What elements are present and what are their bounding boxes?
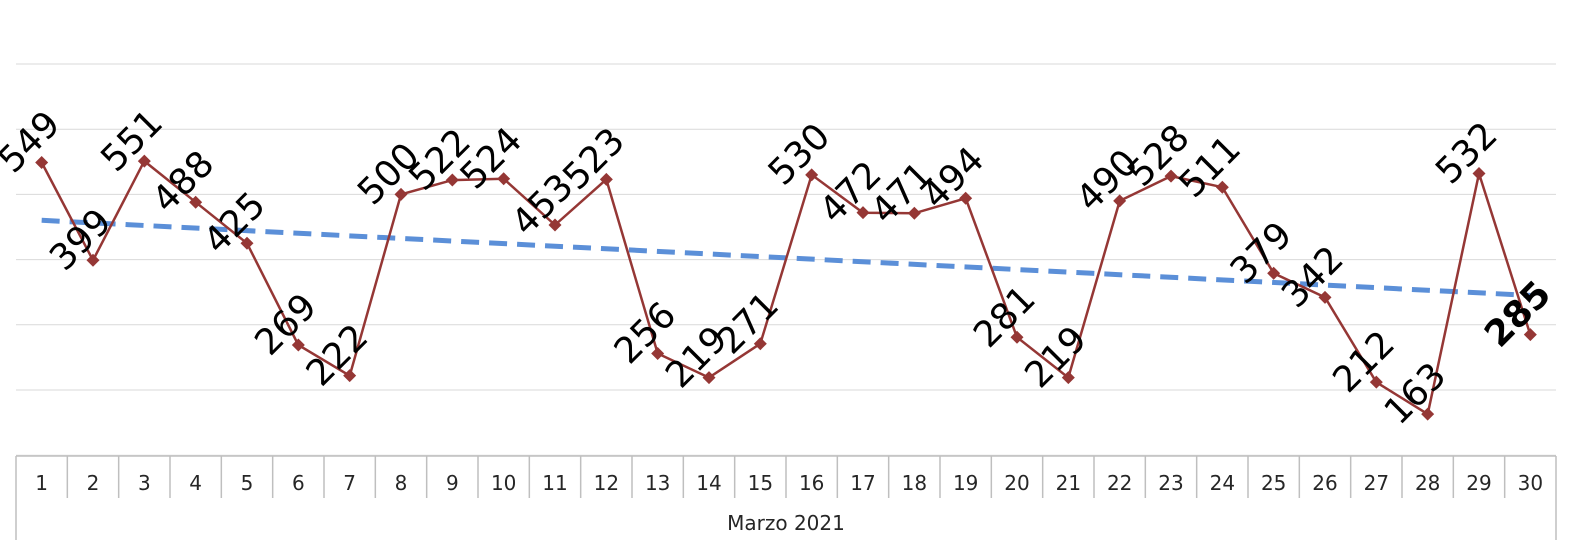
x-tick-label: 18: [902, 471, 927, 495]
data-label: 488: [145, 143, 223, 221]
data-point: [343, 369, 357, 383]
x-tick-label: 22: [1107, 471, 1132, 495]
data-label: 281: [966, 278, 1044, 356]
x-tick-label: 30: [1518, 471, 1543, 495]
data-label: 551: [93, 102, 171, 180]
data-point: [599, 172, 613, 186]
data-label: 494: [915, 139, 993, 217]
x-axis: 1 2 3 4 5 6 7 8 9 10 11 12 13 14 15 16 17 18 19 20 21 22 23 24 2…: [15, 455, 1557, 540]
data-label: 425: [196, 184, 274, 262]
x-tick-label: 7: [343, 471, 356, 495]
x-tick-label: 28: [1415, 471, 1440, 495]
x-tick-label: 15: [748, 471, 773, 495]
x-tick-label: 26: [1312, 471, 1337, 495]
data-point: [1472, 167, 1486, 181]
data-label: 532: [1428, 115, 1506, 193]
data-point: [651, 346, 665, 360]
data-point: [137, 154, 151, 168]
x-tick-label: 13: [645, 471, 670, 495]
x-tick-label: 3: [138, 471, 151, 495]
data-point: [856, 206, 870, 220]
data-point: [702, 371, 716, 385]
data-point: [240, 236, 254, 250]
x-tick-label: 29: [1466, 471, 1491, 495]
x-tick-label: 16: [799, 471, 824, 495]
data-point: [189, 195, 203, 209]
x-tick-label: 4: [189, 471, 202, 495]
data-point: [86, 253, 100, 267]
data-point: [497, 172, 511, 186]
x-tick-label: 11: [542, 471, 567, 495]
data-point: [805, 168, 819, 182]
data-point: [445, 173, 459, 187]
x-tick-label: 25: [1261, 471, 1286, 495]
x-tick-label: 19: [953, 471, 978, 495]
gridlines: [16, 63, 1556, 456]
marker-layer: [35, 154, 1537, 421]
x-tick-label: 14: [696, 471, 721, 495]
data-point: [548, 218, 562, 232]
data-point: [1215, 180, 1229, 194]
data-point: [1267, 266, 1281, 280]
data-point: [1421, 407, 1435, 421]
data-label: 219: [1017, 319, 1095, 397]
data-label: 524: [453, 120, 531, 198]
x-tick-label: 1: [35, 471, 48, 495]
x-tick-label: 8: [395, 471, 408, 495]
data-point: [394, 187, 408, 201]
x-tick-label: 2: [87, 471, 100, 495]
series-layer: [40, 159, 1532, 417]
x-tick-label: 24: [1210, 471, 1235, 495]
x-tick-label: 10: [491, 471, 516, 495]
data-point: [1523, 328, 1537, 342]
x-tick-label: 12: [594, 471, 619, 495]
data-point: [1369, 375, 1383, 389]
x-tick-label: 9: [446, 471, 459, 495]
data-label: 549: [0, 104, 68, 182]
x-tick-label: 20: [1004, 471, 1029, 495]
data-label-layer: 5493995514884252692225005225244535232562…: [0, 102, 1559, 433]
data-point: [1061, 371, 1075, 385]
data-label: 530: [761, 116, 839, 194]
x-tick-label: 6: [292, 471, 305, 495]
series-line: [40, 159, 1532, 417]
data-point: [1113, 194, 1127, 208]
x-tick-label: 27: [1364, 471, 1389, 495]
x-group-label: Marzo 2021: [727, 511, 845, 535]
x-tick-label: 5: [241, 471, 254, 495]
data-label: 285: [1477, 273, 1559, 355]
x-tick-label: 23: [1158, 471, 1183, 495]
data-point: [753, 337, 767, 351]
data-point: [907, 206, 921, 220]
data-point: [1164, 169, 1178, 183]
x-tick-label: 21: [1056, 471, 1081, 495]
x-tick-label: 17: [850, 471, 875, 495]
data-label: 399: [42, 201, 120, 279]
data-point: [35, 155, 49, 169]
data-point: [1010, 330, 1024, 344]
data-point: [959, 191, 973, 205]
data-point: [291, 338, 305, 352]
data-point: [1318, 290, 1332, 304]
